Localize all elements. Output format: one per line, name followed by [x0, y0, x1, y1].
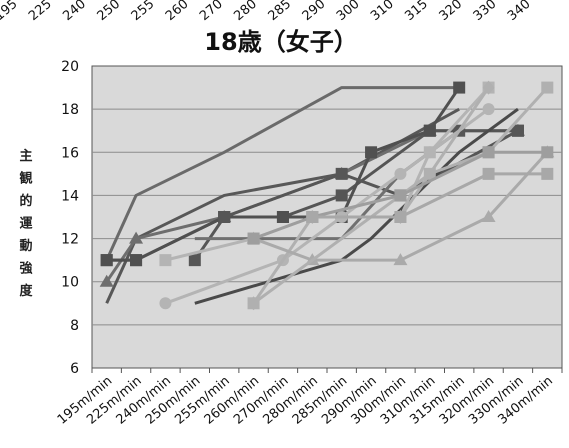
y-tick-label: 18: [61, 102, 79, 118]
series-line: [105, 86, 460, 261]
y-axis-label-char: 動: [19, 238, 32, 254]
y-tick-label: 14: [61, 188, 79, 204]
top-cut-label: 290: [300, 0, 329, 24]
y-tick-label: 12: [61, 232, 79, 248]
series-line: [312, 172, 548, 219]
marker-diamond: [482, 80, 495, 95]
marker-square: [541, 146, 554, 159]
marker-triangle: [99, 274, 114, 287]
y-tick-label: 10: [61, 275, 79, 291]
marker-triangle: [129, 231, 144, 244]
top-cut-label: 250: [95, 0, 124, 24]
marker-square: [511, 124, 524, 137]
y-axis-label-char: 的: [19, 193, 32, 209]
top-cut-label: 270: [197, 0, 226, 24]
y-tick-label: 6: [70, 361, 79, 377]
marker-triangle: [393, 253, 408, 266]
marker-square: [365, 146, 378, 159]
y-axis-label-char: 主: [19, 148, 32, 164]
y-axis-label-char: 観: [18, 171, 32, 187]
marker-square: [394, 189, 407, 202]
marker-square: [159, 254, 172, 267]
x-axis: 195m/min225m/min240m/min250m/min255m/min…: [55, 374, 556, 428]
top-cut-label: 310: [368, 0, 397, 24]
marker-square: [335, 189, 348, 202]
marker-circle: [423, 146, 436, 159]
marker-circle: [394, 167, 407, 180]
series-10: [159, 103, 495, 310]
y-tick-label: 8: [70, 318, 79, 334]
marker-square: [541, 167, 554, 180]
y-axis-label-char: 強: [19, 261, 32, 277]
series-group: [99, 80, 555, 311]
top-cut-label: 240: [60, 0, 89, 24]
marker-square: [130, 254, 143, 267]
top-cut-label: 195: [0, 0, 21, 24]
top-cut-label: 320: [437, 0, 466, 24]
marker-square: [306, 211, 319, 223]
marker-square: [100, 254, 113, 267]
marker-triangle: [481, 210, 496, 222]
marker-square: [453, 81, 466, 94]
top-cut-label: 280: [231, 0, 260, 24]
marker-square: [276, 211, 289, 223]
marker-square: [218, 211, 231, 223]
marker-circle: [159, 297, 172, 310]
marker-square: [423, 124, 436, 137]
marker-square: [394, 211, 407, 223]
y-tick-label: 20: [61, 59, 79, 75]
y-axis-label-char: 運: [19, 217, 32, 232]
marker-square: [482, 146, 495, 159]
series-15: [306, 167, 554, 223]
top-cut-label: 225: [26, 0, 55, 24]
series-1: [105, 86, 460, 261]
top-cut-label: 300: [334, 0, 363, 24]
marker-circle: [482, 103, 495, 116]
top-cut-label: 285: [266, 0, 295, 24]
top-cut-label: 330: [471, 0, 500, 24]
top-cut-label: 340: [505, 0, 534, 24]
y-axis: 6 8 10 12 14 16 18 20: [61, 59, 79, 377]
marker-square: [541, 81, 554, 94]
marker-square: [335, 167, 348, 180]
marker-square: [188, 254, 201, 267]
y-axis-label-char: 度: [19, 283, 33, 299]
marker-square: [247, 232, 260, 245]
marker-square: [423, 167, 436, 180]
top-cut-labels: 195 225 240 250 255 260 270 280 285 290 300 310 315 3…: [0, 0, 534, 24]
marker-square: [482, 167, 495, 180]
top-cut-label: 255: [129, 0, 158, 24]
top-cut-label: 315: [402, 0, 431, 24]
chart-title: 18歳（女子）: [204, 28, 357, 56]
series-line: [164, 107, 490, 305]
top-cut-label: 260: [163, 0, 192, 24]
y-tick-label: 16: [61, 145, 79, 161]
marker-square: [247, 297, 260, 310]
series-line: [252, 86, 549, 305]
